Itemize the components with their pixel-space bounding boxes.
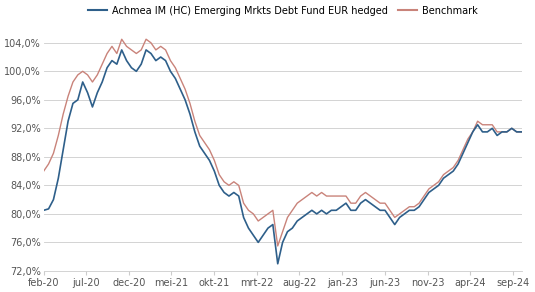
Legend: Achmea IM (HC) Emerging Mrkts Debt Fund EUR hedged, Benchmark: Achmea IM (HC) Emerging Mrkts Debt Fund … bbox=[84, 2, 482, 20]
